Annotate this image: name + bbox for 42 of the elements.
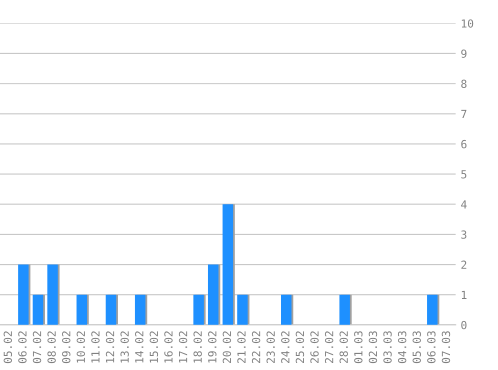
y-tick-label: 10 (462, 19, 474, 28)
y-tick-label: 1 (462, 290, 466, 299)
x-tick-label: 06.02 (18, 331, 27, 364)
x-tick-label: 14.02 (135, 331, 144, 363)
y-tick-label: 8 (461, 80, 467, 88)
x-tick-label: 15.02 (150, 331, 158, 363)
x-tick-label: 10.02 (76, 331, 86, 363)
x-tick-label: 19.02 (208, 331, 216, 363)
x-tick-label: 08.02 (47, 331, 56, 364)
x-tick-label: 24.02 (281, 331, 290, 364)
x-tick-label: 12.02 (106, 331, 114, 363)
x-tick-label: 18.02 (193, 331, 202, 363)
x-tick-label: 17.02 (178, 331, 188, 363)
x-tick-label: 21.02 (237, 331, 246, 364)
y-tick-label: 6 (461, 140, 466, 148)
x-tick-label: 27.02 (324, 331, 334, 364)
y-tick-label: 9 (461, 49, 466, 58)
x-tick-label: 01.03 (354, 331, 363, 364)
x-tick-label: 06.03 (427, 331, 436, 364)
y-tick-label: 4 (461, 200, 467, 208)
x-tick-label: 07.02 (32, 331, 42, 364)
x-tick-label: 16.02 (164, 331, 173, 363)
x-tick-label: 13.02 (120, 331, 129, 363)
y-tick-label: 7 (461, 110, 466, 118)
x-tick-label: 05.02 (4, 331, 12, 364)
y-tick-label: 5 (461, 170, 466, 178)
y-tick-label: 2 (461, 260, 466, 269)
x-tick-label: 05.03 (412, 331, 421, 364)
x-tick-label: 02.03 (368, 331, 378, 364)
x-tick-label: 25.02 (296, 331, 304, 364)
x-tick-label: 09.02 (62, 331, 70, 364)
x-tick-label: 28.02 (340, 331, 348, 364)
x-tick-label: 04.03 (398, 331, 406, 364)
x-tick-label: 07.03 (442, 331, 450, 364)
x-tick-label: 26.02 (310, 331, 319, 364)
y-tick-label: 3 (461, 230, 466, 239)
x-tick-label: 11.02 (91, 331, 100, 363)
y-tick-label: 0 (461, 320, 466, 330)
x-tick-label: 23.02 (266, 331, 275, 364)
x-tick-label: 03.03 (383, 331, 392, 364)
x-tick-label: 20.02 (222, 331, 232, 364)
x-tick-label: 22.02 (252, 331, 260, 364)
